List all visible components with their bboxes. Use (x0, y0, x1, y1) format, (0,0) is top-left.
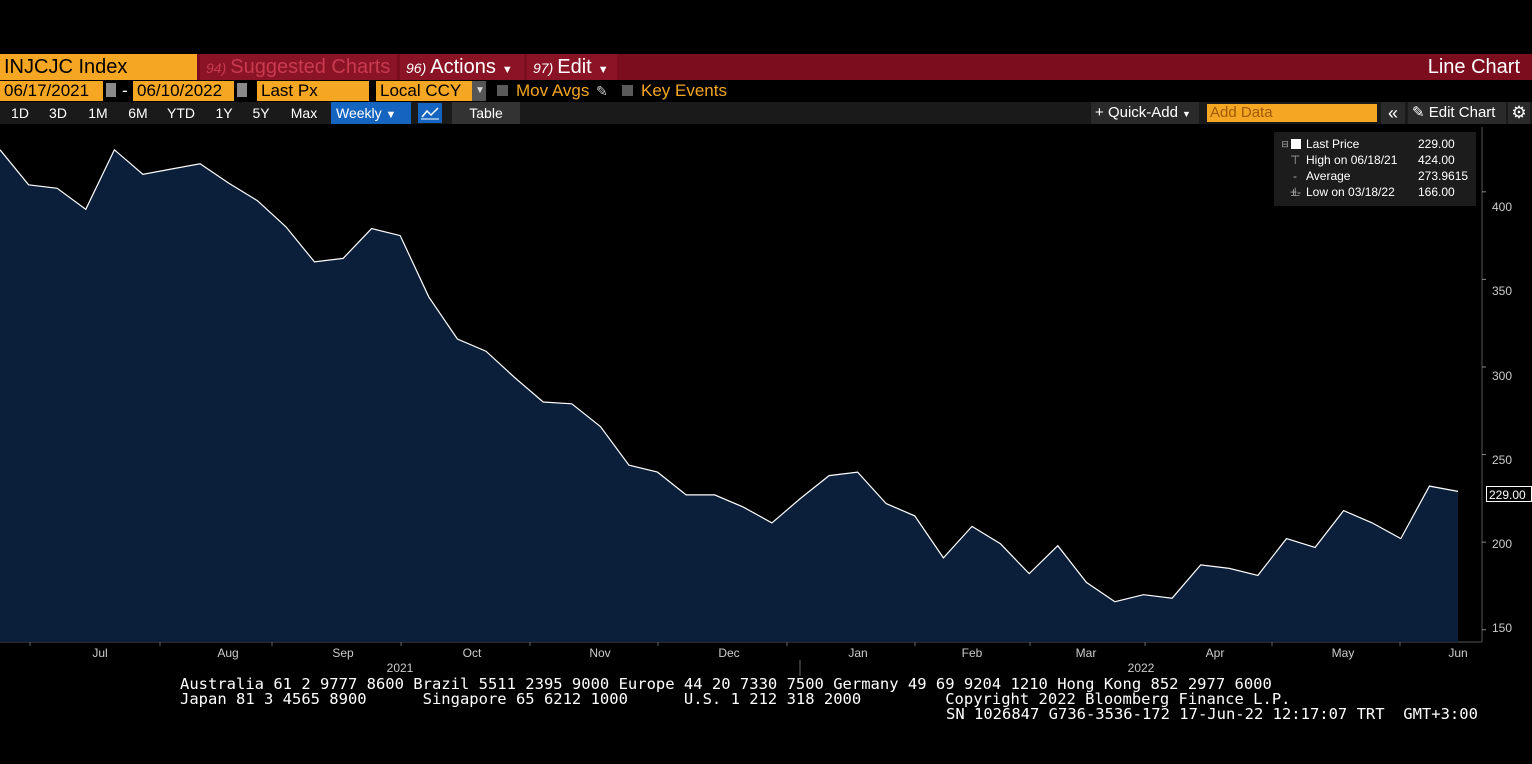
mov-avgs-checkbox[interactable] (497, 85, 508, 96)
high-marker-icon: ⊤ (1290, 153, 1301, 167)
edit-chart-button[interactable]: ✎ Edit Chart (1408, 102, 1506, 124)
legend-last-price-value: 229.00 (1418, 137, 1455, 151)
legend-average-label: Average (1306, 169, 1351, 183)
chevron-down-icon: ▼ (1181, 109, 1191, 119)
end-date-field[interactable]: 06/10/2022 (133, 81, 234, 101)
legend-average-value: 273.9615 (1418, 169, 1469, 183)
line-chart-icon[interactable] (418, 103, 442, 123)
range-ytd-button[interactable]: YTD (167, 105, 195, 121)
range-3d-button[interactable]: 3D (49, 105, 67, 121)
year-label: 2021 (386, 661, 414, 675)
edit-chart-label: Edit Chart (1428, 104, 1496, 121)
security-header-bar: INJCJC Index 94) Suggested Charts 96) Acti… (0, 54, 1532, 80)
suggested-label: Suggested Charts (230, 56, 391, 78)
x-tick-label: Feb (961, 646, 983, 660)
footer-contacts-line1: Australia 61 2 9777 8600 Brazil 5511 239… (180, 675, 1272, 693)
x-tick-label: Apr (1205, 646, 1225, 660)
pencil-icon[interactable]: ✎ (596, 83, 608, 99)
chevron-down-icon: ▼ (597, 64, 609, 76)
range-1m-button[interactable]: 1M (88, 105, 108, 121)
x-tick-label: Jun (1448, 646, 1468, 660)
actions-label: Actions (430, 56, 496, 78)
price-line (0, 148, 1459, 603)
x-tick-label: Aug (217, 646, 239, 660)
y-tick-label: 250 (1492, 453, 1513, 467)
y-tick-label: 400 (1492, 200, 1513, 214)
x-tick-label: Dec (718, 646, 740, 660)
x-tick-label: Sep (332, 646, 354, 660)
legend-low-label: Low on 03/18/22 (1306, 185, 1395, 199)
range-toolbar: 1D 3D 1M 6M YTD 1Y 5Y Max Weekly ▼ Table… (0, 102, 1532, 124)
x-tick-label: Jan (848, 646, 868, 660)
collapse-button[interactable]: « (1381, 102, 1405, 124)
edit-number: 97) (533, 60, 554, 76)
calendar-icon[interactable] (237, 83, 247, 97)
legend-high-label: High on 06/18/21 (1306, 153, 1398, 167)
x-tick-label: Oct (462, 646, 482, 660)
table-button[interactable]: Table (452, 102, 520, 124)
chevron-down-icon: ▼ (501, 64, 513, 76)
calendar-icon[interactable] (106, 83, 116, 97)
key-events-checkbox[interactable] (622, 85, 633, 96)
price-area-fill (0, 149, 1458, 643)
edit-menu[interactable]: 97) Edit ▼ (527, 54, 617, 80)
quick-add-button[interactable]: + Quick-Add ▼ (1091, 102, 1199, 124)
currency-dropdown-icon[interactable]: ▼ (472, 81, 486, 101)
frequency-label: Weekly (336, 105, 382, 121)
actions-number: 96) (406, 60, 427, 76)
key-events-label[interactable]: Key Events (641, 81, 727, 100)
suggested-charts-menu[interactable]: 94) Suggested Charts (200, 54, 397, 80)
start-date-field[interactable]: 06/17/2021 (0, 81, 103, 101)
mov-avgs-label[interactable]: Mov Avgs (516, 81, 590, 100)
last-value-label: 229.00 (1486, 486, 1532, 502)
footer-session-line: SN 1026847 G736-3536-172 17-Jun-22 12:17… (946, 705, 1478, 723)
range-1y-button[interactable]: 1Y (215, 105, 233, 121)
range-1d-button[interactable]: 1D (11, 105, 29, 121)
y-tick-label: 150 (1492, 621, 1513, 635)
date-separator: - (119, 81, 131, 101)
x-tick-label: Mar (1075, 646, 1097, 660)
legend-high-value: 424.00 (1418, 153, 1455, 167)
last-price-swatch (1291, 139, 1301, 149)
edit-label: Edit (557, 56, 592, 78)
ticker-field[interactable]: INJCJC Index (0, 54, 197, 80)
quick-add-label: Quick-Add (1107, 104, 1178, 121)
add-data-input[interactable]: Add Data (1207, 104, 1377, 122)
x-tick-label: Jul (92, 646, 108, 660)
currency-select[interactable]: Local CCY (376, 81, 472, 101)
price-field-select[interactable]: Last Px (257, 81, 369, 101)
actions-menu[interactable]: 96) Actions ▼ (400, 54, 524, 80)
y-tick-label: 300 (1492, 369, 1513, 383)
frequency-select[interactable]: Weekly ▼ (331, 102, 411, 124)
pencil-icon: ✎ (1412, 104, 1429, 121)
range-max-button[interactable]: Max (290, 105, 318, 121)
plus-icon: + (1095, 104, 1108, 121)
y-tick-label: 200 (1492, 537, 1513, 551)
y-tick-label: 350 (1492, 284, 1513, 298)
range-6m-button[interactable]: 6M (128, 105, 148, 121)
footer-contacts-line2: Japan 81 3 4565 8900 Singapore 65 6212 1… (180, 690, 1291, 708)
legend-low-value: 166.00 (1418, 185, 1455, 199)
average-marker-icon: -+- (1290, 169, 1302, 199)
collapse-legend-icon[interactable]: ⊟ (1281, 139, 1289, 149)
x-tick-label: May (1331, 646, 1355, 660)
gear-icon[interactable]: ⚙ (1508, 102, 1530, 124)
chart-type-title: Line Chart (1427, 56, 1520, 78)
chevron-down-icon: ▼ (385, 109, 397, 121)
chart-controls-bar: 06/17/2021 - 06/10/2022 Last Px Local CC… (0, 81, 1532, 101)
x-tick-label: Nov (589, 646, 611, 660)
chart-legend[interactable]: ⊟ Last Price 229.00 ⊤ High on 06/18/21 4… (1274, 132, 1476, 206)
range-5y-button[interactable]: 5Y (252, 105, 270, 121)
legend-last-price-label: Last Price (1306, 137, 1360, 151)
year-label: 2022 (1127, 661, 1155, 675)
low-marker-icon: ⊥ (1290, 185, 1301, 199)
suggested-number: 94) (206, 60, 227, 76)
